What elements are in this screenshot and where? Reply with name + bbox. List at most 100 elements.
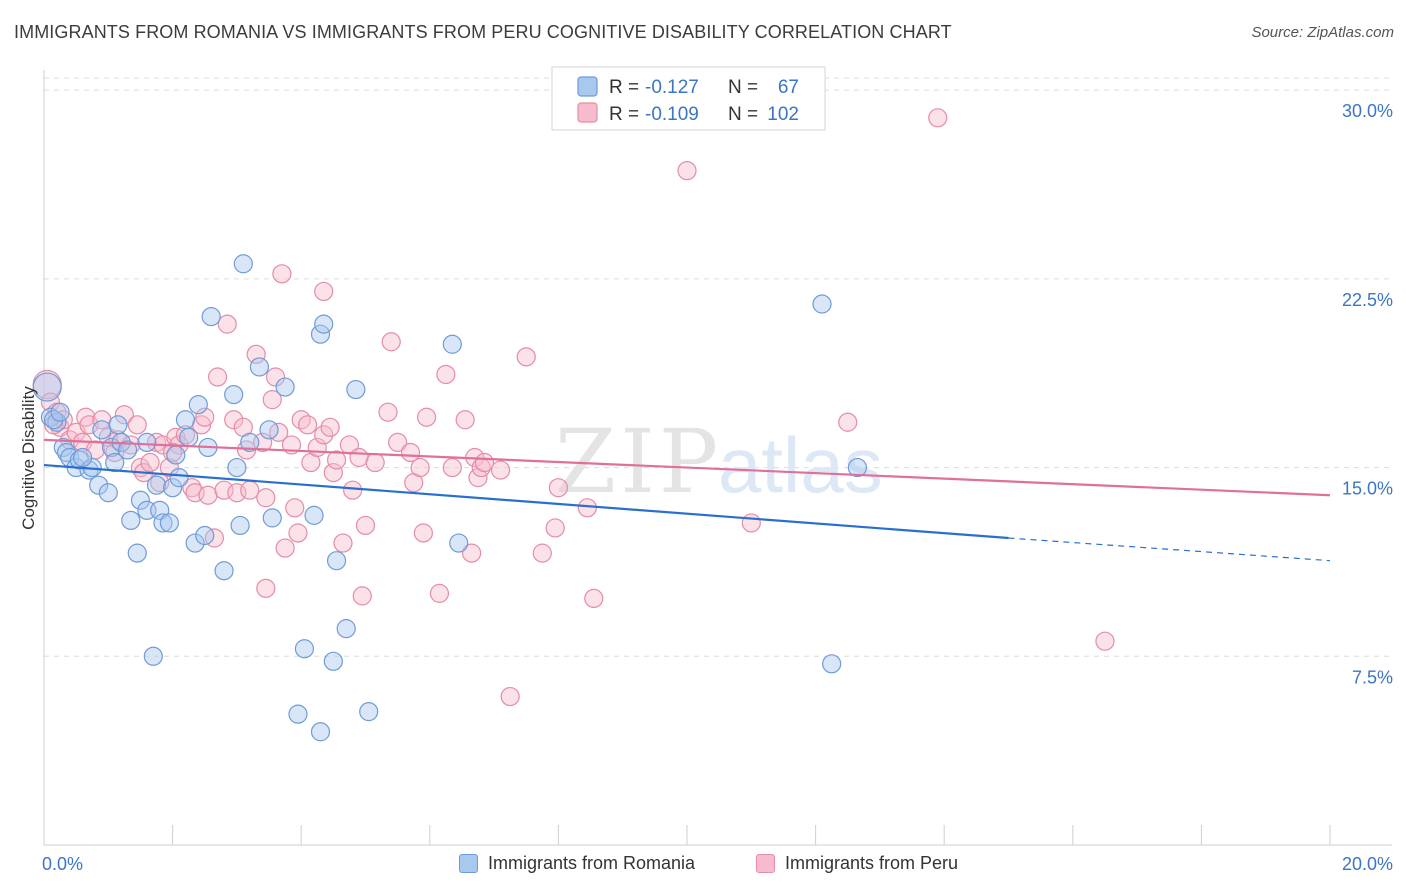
peru-point bbox=[741, 513, 761, 533]
peru-point bbox=[240, 480, 260, 500]
legend-r-value-peru: -0.109 bbox=[645, 104, 699, 125]
romania-point bbox=[163, 478, 183, 498]
legend-label-peru: Immigrants from Peru bbox=[785, 853, 959, 873]
peru-point bbox=[516, 347, 536, 367]
legend-n-value-peru: 102 bbox=[767, 104, 799, 125]
legend-r-label-peru: R = bbox=[609, 104, 639, 125]
romania-point bbox=[262, 508, 282, 528]
legend-label-romania: Immigrants from Romania bbox=[488, 853, 696, 873]
romania-point bbox=[179, 427, 199, 447]
romania-point bbox=[195, 525, 215, 546]
legend-item-romania: Immigrants from Romania bbox=[459, 853, 695, 874]
romania-point bbox=[304, 505, 324, 525]
legend-n-label-peru: N = bbox=[728, 104, 758, 125]
romania-point bbox=[214, 561, 234, 581]
peru-point bbox=[333, 533, 353, 553]
x-tick-label-start: 0.0% bbox=[42, 854, 83, 874]
romania-point bbox=[92, 420, 112, 440]
peru-point bbox=[416, 407, 437, 427]
peru-point bbox=[928, 108, 948, 128]
legend-swatch-romania-bottom bbox=[459, 854, 478, 873]
peru-point bbox=[163, 442, 183, 463]
peru-point bbox=[79, 415, 99, 435]
peru-point bbox=[365, 452, 385, 473]
peru-point bbox=[500, 686, 520, 707]
peru-point bbox=[198, 485, 218, 505]
legend-n-value-romania: 67 bbox=[778, 77, 799, 98]
peru-point bbox=[584, 588, 604, 609]
x-tick-label-end: 20.0% bbox=[1342, 854, 1393, 874]
romania-point bbox=[72, 447, 93, 468]
romania-point bbox=[812, 294, 832, 314]
peru-point bbox=[349, 447, 369, 468]
romania-point bbox=[249, 357, 270, 377]
peru-point bbox=[442, 457, 462, 478]
romania-point bbox=[146, 475, 167, 495]
legend-r-label-romania: R = bbox=[609, 77, 639, 98]
peru-point bbox=[1095, 631, 1115, 651]
romania-point bbox=[166, 445, 186, 465]
legend-swatch-peru bbox=[577, 102, 598, 123]
axes bbox=[43, 70, 1392, 846]
peru-point bbox=[378, 402, 398, 422]
peru-point bbox=[127, 415, 147, 435]
peru-point bbox=[343, 480, 363, 500]
peru-point bbox=[208, 367, 228, 387]
peru-point bbox=[217, 314, 237, 334]
peru-point bbox=[381, 332, 401, 352]
peru-point bbox=[461, 543, 482, 563]
romania-point bbox=[89, 475, 109, 495]
peru-point bbox=[288, 523, 308, 543]
peru-trend-line bbox=[43, 438, 1331, 497]
peru-point bbox=[256, 488, 276, 508]
peru-point bbox=[326, 450, 347, 470]
peru-point bbox=[275, 538, 295, 558]
romania-point bbox=[294, 639, 315, 659]
romania-point bbox=[847, 457, 867, 478]
romania-point bbox=[188, 395, 208, 415]
peru-point bbox=[285, 498, 305, 518]
romania-point bbox=[117, 440, 138, 460]
romania-point bbox=[323, 651, 343, 671]
romania-point bbox=[314, 314, 334, 334]
legend-top: R = -0.127 N = 67 R = -0.109 N = 102 bbox=[551, 66, 826, 131]
romania-point bbox=[130, 490, 151, 510]
romania-point bbox=[230, 515, 250, 536]
peru-point bbox=[455, 410, 475, 430]
romania-point bbox=[275, 377, 295, 397]
peru-point bbox=[410, 457, 430, 478]
romania-point bbox=[50, 402, 70, 422]
peru-point bbox=[400, 442, 421, 463]
peru-point bbox=[246, 344, 266, 364]
romania-point bbox=[288, 704, 308, 724]
peru-point bbox=[320, 417, 340, 437]
romania-point bbox=[259, 420, 279, 440]
romania-trend-line bbox=[43, 463, 1009, 540]
romania-point bbox=[240, 432, 260, 453]
chart-title: IMMIGRANTS FROM ROMANIA VS IMMIGRANTS FR… bbox=[14, 22, 952, 42]
romania-point bbox=[233, 254, 253, 274]
peru-point bbox=[436, 364, 456, 385]
romania-point bbox=[169, 468, 189, 488]
romania-point bbox=[359, 702, 379, 722]
peru-point bbox=[355, 515, 376, 536]
romania-trend-extension bbox=[1008, 537, 1331, 562]
peru-point bbox=[195, 407, 215, 427]
romania-point bbox=[127, 543, 147, 563]
romania-point bbox=[201, 306, 221, 327]
peru-point bbox=[265, 367, 286, 387]
romania-point bbox=[44, 410, 64, 430]
peru-point bbox=[548, 478, 569, 498]
romania-point bbox=[143, 646, 163, 666]
legend-n-label-romania: N = bbox=[728, 77, 758, 98]
tick-labels: 7.5% 15.0% 22.5% 30.0% 0.0% 20.0% bbox=[42, 101, 1393, 874]
romania-point bbox=[449, 533, 469, 553]
peru-point bbox=[298, 415, 318, 435]
romania-point bbox=[32, 372, 62, 402]
peru-point bbox=[256, 578, 276, 598]
peru-point bbox=[272, 264, 292, 284]
peru-point bbox=[838, 412, 858, 432]
peru-point bbox=[532, 543, 552, 563]
peru-points bbox=[32, 108, 1115, 707]
